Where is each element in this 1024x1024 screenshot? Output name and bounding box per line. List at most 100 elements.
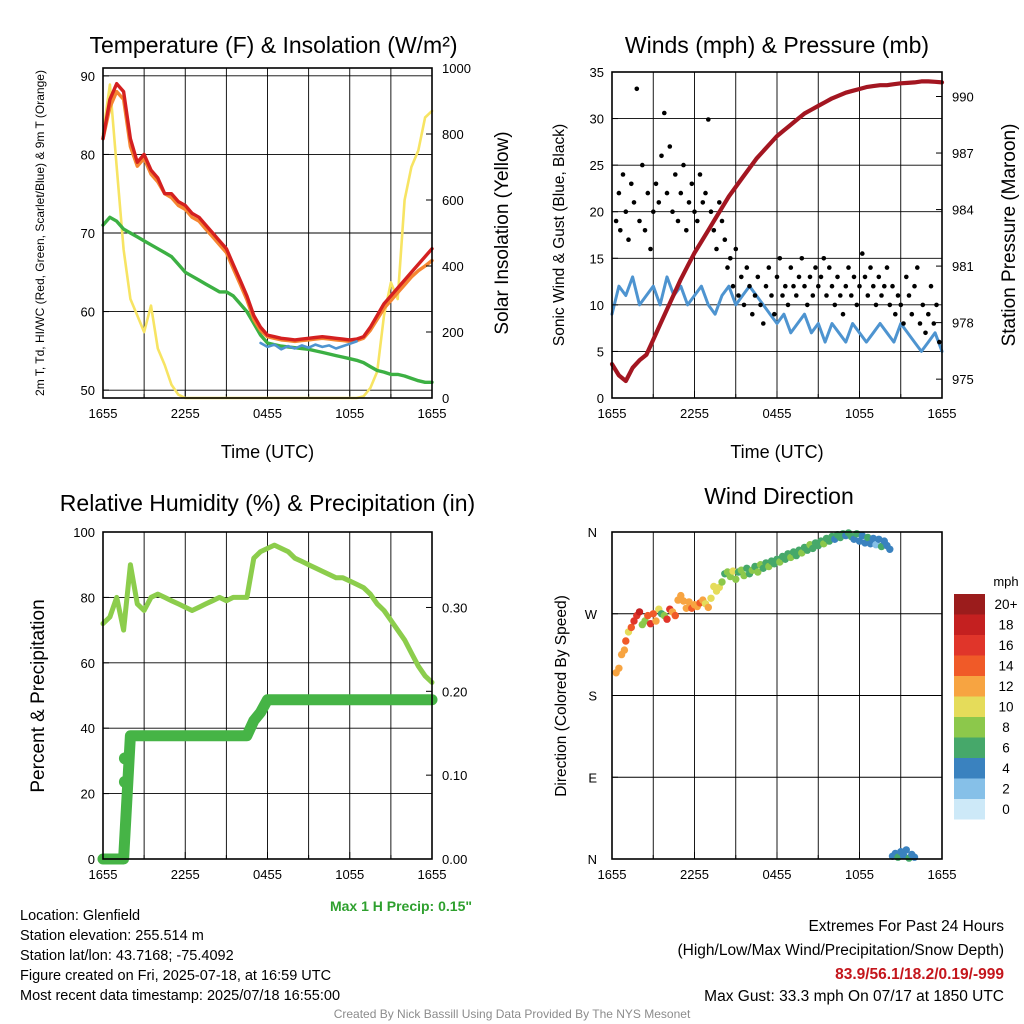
- gust-point: [895, 293, 901, 298]
- x-tick-label: 1655: [598, 867, 627, 882]
- gust-point: [766, 265, 772, 270]
- y2-tick-label: 0.20: [442, 684, 467, 699]
- direction-point: [729, 567, 737, 575]
- legend-swatch: [954, 655, 985, 676]
- x-tick-label: 2255: [680, 406, 709, 421]
- gust-point: [653, 181, 659, 187]
- y-tick-label: S: [588, 689, 597, 704]
- direction-point: [622, 637, 630, 645]
- direction-point: [671, 611, 679, 620]
- gust-point: [810, 293, 816, 298]
- gust-point: [763, 283, 769, 289]
- direction-point: [620, 646, 629, 654]
- gust-point: [637, 218, 642, 224]
- plot-frame-4: [611, 531, 943, 860]
- gust-point: [739, 274, 744, 280]
- y2-tick-label: 0: [442, 391, 449, 406]
- recent-data-text: Most recent data timestamp: 2025/07/18 1…: [20, 988, 341, 1004]
- gust-point: [835, 274, 840, 280]
- gust-point: [832, 302, 838, 308]
- gust-point: [876, 274, 882, 280]
- gust-point: [686, 200, 692, 205]
- y-tick-label: 5: [597, 344, 604, 359]
- legend-swatch: [954, 594, 985, 615]
- y2-tick-label: 400: [442, 259, 464, 274]
- direction-point: [798, 549, 806, 557]
- y-tick-label: 0: [88, 852, 95, 867]
- legend-label: 6: [1002, 741, 1010, 756]
- direction-point: [809, 544, 817, 553]
- gust-point: [695, 218, 700, 224]
- gust-point: [796, 274, 802, 280]
- gust-point: [860, 251, 865, 256]
- gust-point: [928, 283, 934, 289]
- y-tick-label: 40: [81, 721, 95, 736]
- gust-point: [640, 162, 645, 168]
- y-tick-label: 80: [81, 147, 95, 162]
- direction-point: [652, 617, 660, 625]
- chart-title: Temperature (F) & Insolation (W/m²): [89, 32, 457, 58]
- gust-point: [629, 181, 634, 187]
- direction-point: [627, 623, 635, 632]
- gust-point: [648, 246, 653, 252]
- gust-point: [802, 283, 807, 289]
- gust-point: [722, 237, 728, 242]
- gust-point: [700, 200, 706, 205]
- gust-point: [728, 255, 733, 261]
- legend-label: 10: [998, 700, 1013, 715]
- plot-frame-1: [102, 67, 433, 399]
- gust-point: [697, 172, 703, 177]
- direction-point: [649, 610, 657, 618]
- y-tick-label: 90: [81, 69, 95, 84]
- precip-point: [118, 752, 131, 765]
- legend-swatch: [954, 676, 985, 697]
- y-axis-label: Percent & Precipitation: [28, 599, 49, 792]
- x-tick-label: 2255: [171, 867, 200, 882]
- gust-point: [821, 255, 827, 261]
- legend-swatch: [954, 778, 985, 799]
- x-tick-label: 1655: [89, 867, 118, 882]
- gust-point: [645, 190, 651, 196]
- max-precip-annotation: Max 1 H Precip: 0.15": [330, 898, 472, 914]
- gust-point: [631, 200, 637, 205]
- x-tick-label: 2255: [171, 406, 200, 421]
- gust-point: [626, 237, 631, 242]
- gust-point: [923, 330, 928, 336]
- chart-title: Relative Humidity (%) & Precipitation (i…: [60, 490, 475, 516]
- x-tick-label: 2255: [680, 867, 709, 882]
- y-tick-label: 20: [81, 787, 95, 802]
- legend-swatch: [954, 758, 985, 779]
- gust-point: [708, 209, 714, 214]
- gust-point: [772, 311, 777, 317]
- y2-tick-label: 800: [442, 127, 464, 142]
- y-tick-label: 30: [590, 112, 604, 127]
- gust-point: [882, 283, 887, 289]
- y-tick-label: 50: [81, 383, 95, 398]
- x-axis-label: Time (UTC): [730, 442, 823, 462]
- y-tick-label: 60: [81, 305, 95, 320]
- direction-point: [682, 604, 690, 612]
- gust-point: [642, 228, 648, 233]
- gust-point: [854, 302, 860, 308]
- direction-point: [754, 568, 762, 576]
- gust-point: [857, 283, 862, 289]
- gust-point: [799, 255, 805, 261]
- gust-point: [656, 200, 662, 205]
- x-tick-label: 1055: [845, 867, 874, 882]
- gust-point: [717, 200, 722, 205]
- gust-point: [851, 274, 857, 280]
- y2-tick-label: 0.30: [442, 600, 467, 615]
- elevation-text: Station elevation: 255.514 m: [20, 928, 204, 944]
- legend-swatch: [954, 614, 985, 635]
- y-axis-label: Direction (Colored By Speed): [553, 595, 570, 797]
- gust-point: [670, 209, 675, 214]
- x-tick-label: 1655: [89, 406, 118, 421]
- x-tick-label: 1655: [418, 406, 447, 421]
- gust-point: [879, 293, 884, 298]
- series-line-pressure: [609, 79, 945, 384]
- gust-point: [901, 321, 906, 326]
- gust-point: [893, 311, 898, 317]
- y2-tick-label: 200: [442, 325, 464, 340]
- gust-point: [791, 283, 796, 289]
